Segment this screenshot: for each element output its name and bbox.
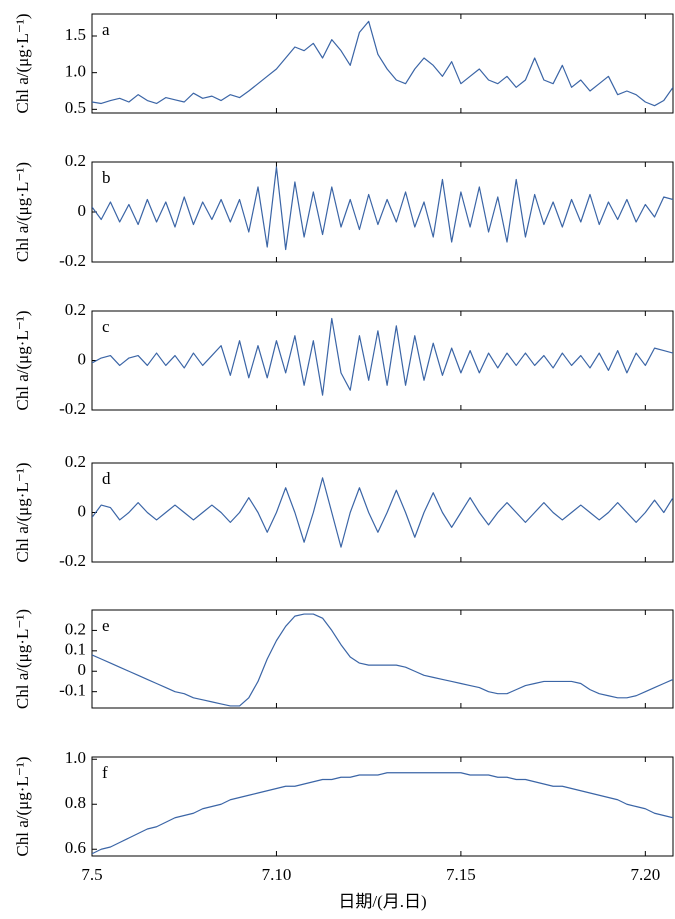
plot-frame [91,13,674,114]
y-tick-label: 1.5 [65,25,86,44]
y-tick-label: 1.0 [65,748,86,767]
data-line [92,20,673,107]
y-tick-label: 0.2 [65,619,86,638]
x-tick-label: 7.5 [81,865,102,884]
y-tick-label: 0.5 [65,98,86,117]
y-tick-label: -0.1 [59,681,86,700]
panel: 0.5 1.0 1.5 a Chl a/(μg·L⁻¹) [13,13,674,117]
panel-label: b [102,168,111,187]
x-axis-label: 日期/(月.日) [338,892,426,911]
y-tick-label: 0 [78,501,87,520]
y-axis-label: Chl a/(μg·L⁻¹) [13,462,32,562]
plot-frame [91,462,674,563]
y-tick-label: 1.0 [65,62,86,81]
y-tick-label: 0.2 [65,452,86,471]
y-tick-label: 0.1 [65,640,86,659]
y-axis-label: Chl a/(μg·L⁻¹) [13,756,32,856]
data-line [92,166,673,251]
x-tick-label: 7.20 [630,865,660,884]
y-axis-label: Chl a/(μg·L⁻¹) [13,310,32,410]
data-line [92,613,673,707]
panel-label: a [102,20,110,39]
data-line [92,317,673,396]
plot-frame [91,756,674,857]
y-tick-label: 0.2 [65,300,86,319]
y-tick-label: 0.6 [65,838,86,857]
y-tick-label: 0.2 [65,151,86,170]
y-tick-label: 0 [78,349,87,368]
y-tick-label: -0.2 [59,399,86,418]
y-tick-label: 0.8 [65,793,86,812]
data-line [92,772,673,855]
panel: -0.1 00.1 0.2 e Chl a/(μg·L⁻¹) [13,609,674,709]
panel-label: d [102,469,111,488]
x-tick-label: 7.15 [446,865,476,884]
data-line [92,477,673,548]
x-tick-label: 7.10 [262,865,292,884]
panel: -0.2 0 0.2 d Chl a/(μg·L⁻¹) [13,452,674,570]
panel: -0.2 0 0.2 b Chl a/(μg·L⁻¹) [13,151,674,270]
y-tick-label: 0 [78,201,87,220]
y-tick-label: -0.2 [59,251,86,270]
panel-label: c [102,317,110,336]
y-axis-label: Chl a/(μg·L⁻¹) [13,162,32,262]
panel: -0.2 0 0.2 c Chl a/(μg·L⁻¹) [13,300,674,418]
plot-frame [91,609,674,709]
y-tick-label: 0 [78,660,87,679]
panel: 0.6 0.8 1.0 7.5 7.10 7.15 7.20 f Chl a/(μg·L⁻¹) 日… [13,748,674,911]
panel-label: e [102,616,110,635]
y-axis-label: Chl a/(μg·L⁻¹) [13,609,32,709]
y-tick-label: -0.2 [59,551,86,570]
panel-label: f [102,763,108,782]
y-axis-label: Chl a/(μg·L⁻¹) [13,13,32,113]
